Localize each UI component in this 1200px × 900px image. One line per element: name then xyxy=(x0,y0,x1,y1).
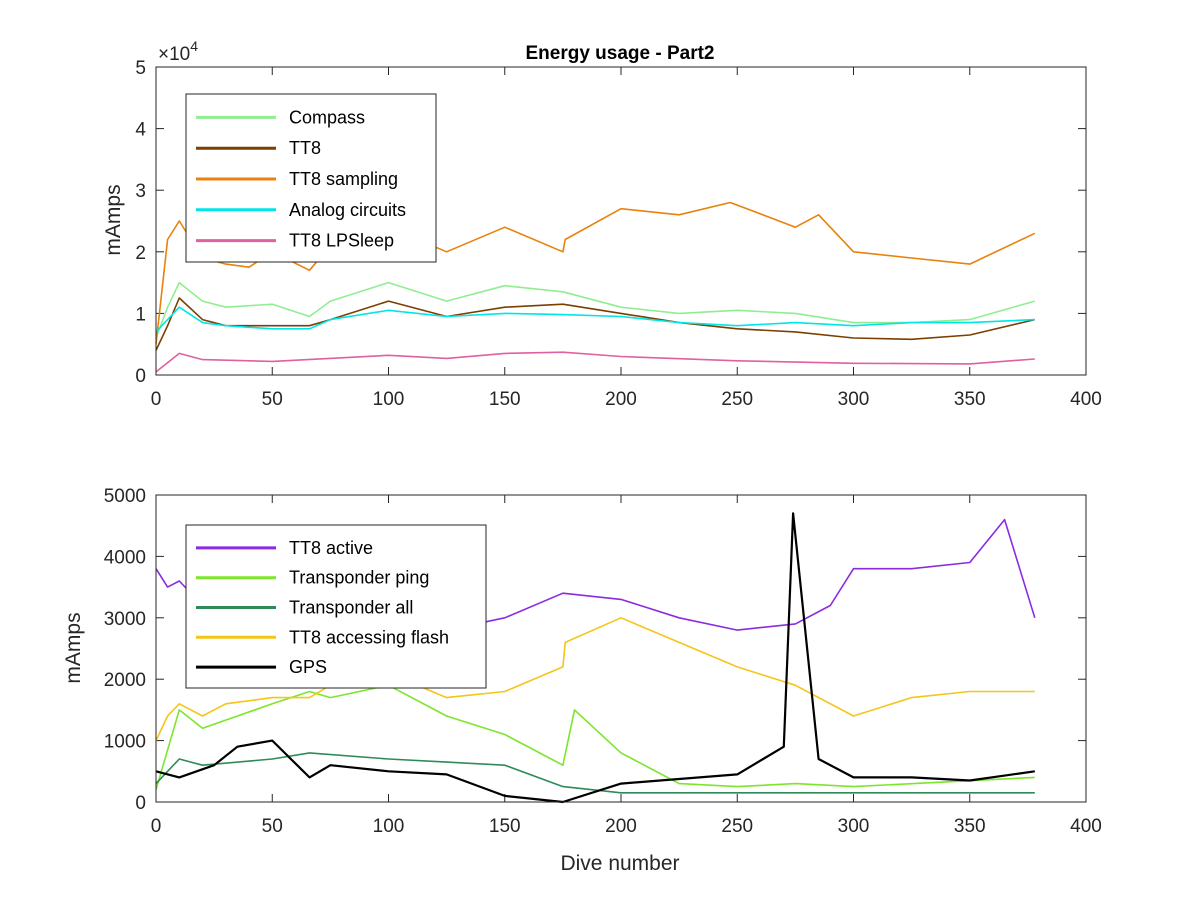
chart-title: Energy usage - Part2 xyxy=(525,43,714,64)
series-line-transponder-all xyxy=(155,752,1035,794)
x-tick-label: 350 xyxy=(954,816,986,837)
x-tick-label: 200 xyxy=(605,816,637,837)
y-tick-label: 3 xyxy=(135,181,146,202)
legend-label: TT8 sampling xyxy=(289,169,398,189)
x-tick-label: 50 xyxy=(262,816,283,837)
x-tick-label: 300 xyxy=(838,816,870,837)
legend-label: Transponder all xyxy=(289,598,413,618)
x-tick-label: 0 xyxy=(151,389,162,410)
x-tick-label: 150 xyxy=(489,816,521,837)
series-line-gps xyxy=(155,512,1035,804)
series-line-transponder-ping xyxy=(155,684,1035,790)
top-plot-frame xyxy=(155,66,1087,376)
x-tick-label: 150 xyxy=(489,389,521,410)
bottom-y-axis-label: mAmps xyxy=(62,612,85,683)
x-tick-label: 100 xyxy=(373,389,405,410)
series-line-tt8-lpsleep xyxy=(155,351,1035,373)
legend-label: Compass xyxy=(289,107,365,127)
x-tick-label: 400 xyxy=(1070,389,1102,410)
bottom-subplot: mAmps Dive number 0 50 100 150 200 250 300 350 4… xyxy=(62,486,1102,875)
x-tick-label: 250 xyxy=(721,389,753,410)
series-line-compass xyxy=(155,281,1036,339)
bottom-y-ticks: 0 1000 2000 3000 4000 5000 xyxy=(104,486,1086,814)
y-tick-label: 1 xyxy=(135,304,146,325)
top-x-ticks: 0 50 100 150 200 250 300 350 400 xyxy=(151,67,1102,410)
y-tick-label: 3000 xyxy=(104,609,146,630)
series-line-analog-circuits xyxy=(155,306,1035,333)
x-tick-label: 100 xyxy=(373,816,405,837)
y-tick-label: 5 xyxy=(135,58,146,79)
series-line-tt8 xyxy=(155,297,1035,351)
y-tick-label: 2 xyxy=(135,243,146,264)
x-axis-label: Dive number xyxy=(560,852,679,875)
legend-label: Analog circuits xyxy=(289,200,406,220)
x-tick-label: 200 xyxy=(605,389,637,410)
legend-label: TT8 active xyxy=(289,538,373,558)
y-tick-label: 4 xyxy=(135,120,146,141)
x-tick-label: 300 xyxy=(838,389,870,410)
top-series-group xyxy=(155,201,1036,373)
legend-label: TT8 accessing flash xyxy=(289,627,449,647)
y-tick-label: 5000 xyxy=(104,486,146,507)
x-tick-label: 400 xyxy=(1070,816,1102,837)
y-exponent-label: ×104 xyxy=(158,38,198,65)
top-legend: Compass TT8 TT8 sampling Analog circuits TT8… xyxy=(185,93,437,263)
y-tick-label: 0 xyxy=(135,366,146,387)
top-subplot: Energy usage - Part2 ×104 mAmps 0 50 100 15… xyxy=(102,38,1102,410)
legend-label: GPS xyxy=(289,657,327,677)
x-tick-label: 250 xyxy=(721,816,753,837)
bottom-plot-frame xyxy=(155,494,1087,803)
top-y-axis-label: mAmps xyxy=(102,184,125,255)
legend-label: TT8 xyxy=(289,138,321,158)
x-tick-label: 350 xyxy=(954,389,986,410)
legend-label: Transponder ping xyxy=(289,568,429,588)
y-tick-label: 2000 xyxy=(104,670,146,691)
series-line-tt8-accessing-flash xyxy=(155,616,1035,741)
bottom-x-ticks: 0 50 100 150 200 250 300 350 400 xyxy=(151,495,1102,837)
x-tick-label: 0 xyxy=(151,816,162,837)
legend-label: TT8 LPSleep xyxy=(289,231,394,251)
y-tick-label: 4000 xyxy=(104,547,146,568)
bottom-legend: TT8 active Transponder ping Transponder al… xyxy=(185,524,487,689)
y-tick-label: 0 xyxy=(135,793,146,814)
x-tick-label: 50 xyxy=(262,389,283,410)
y-tick-label: 1000 xyxy=(104,732,146,753)
